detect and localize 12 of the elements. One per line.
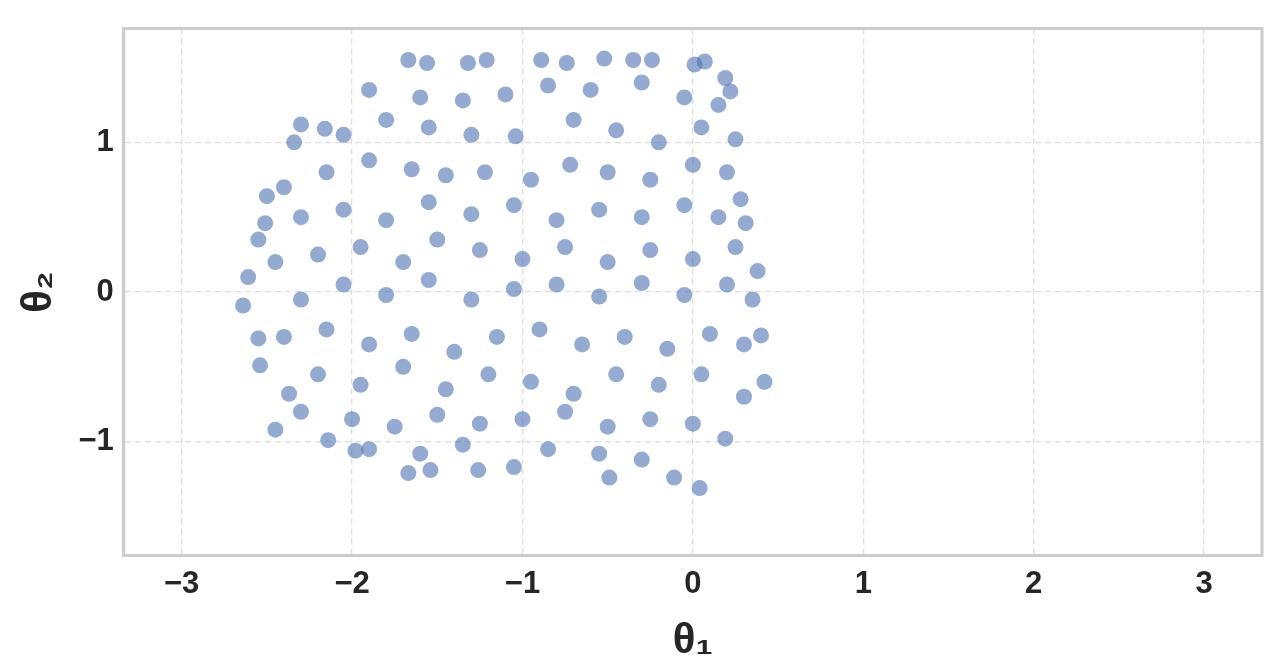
y-tick-label: 1: [96, 122, 114, 158]
x-tick-label: 0: [684, 564, 702, 600]
x-tick-label: −2: [334, 564, 370, 600]
x-tick-label: −3: [164, 564, 200, 600]
x-tick-label: −1: [504, 564, 541, 600]
y-axis-title: θ₂: [12, 271, 60, 313]
y-tick-label: 0: [96, 272, 114, 308]
x-axis-title: θ₁: [672, 615, 713, 663]
x-tick-label: 3: [1195, 564, 1213, 600]
y-tick-label: −1: [78, 422, 114, 458]
x-tick-label: 1: [854, 564, 872, 600]
x-tick-label: 2: [1025, 564, 1043, 600]
